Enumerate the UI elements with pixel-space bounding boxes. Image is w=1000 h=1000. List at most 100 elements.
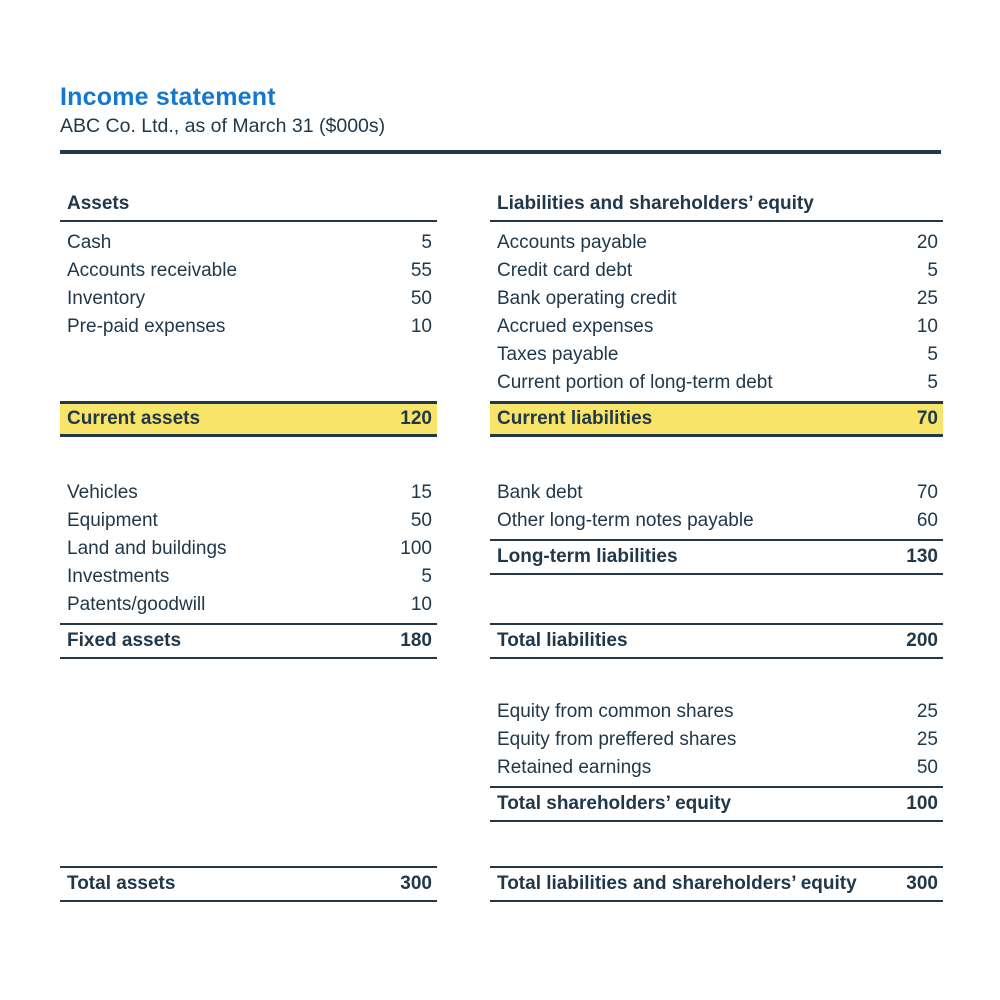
row-label: Vehicles: [67, 482, 138, 503]
row-value: 10: [916, 316, 938, 337]
row-equity-preferred-shares: Equity from preffered shares 25: [490, 726, 943, 754]
row-inventory: Inventory 50: [60, 285, 437, 313]
row-label: Accounts receivable: [67, 260, 238, 281]
row-accounts-payable: Accounts payable 20: [490, 229, 943, 257]
row-label: Current portion of long-term debt: [497, 372, 773, 393]
row-value: 15: [410, 482, 432, 503]
row-fixed-assets-total: Fixed assets 180: [60, 623, 437, 659]
row-label: Bank operating credit: [497, 288, 677, 309]
row-value: 130: [906, 546, 938, 567]
row-label: Retained earnings: [497, 757, 652, 778]
row-value: 25: [916, 288, 938, 309]
row-value: 5: [421, 232, 432, 253]
row-investments: Investments 5: [60, 563, 437, 591]
row-label: Current assets: [67, 408, 201, 429]
spacer: [490, 659, 943, 698]
row-label: Taxes payable: [497, 344, 619, 365]
row-value: 100: [906, 793, 938, 814]
row-retained-earnings: Retained earnings 50: [490, 754, 943, 782]
row-value: 200: [906, 630, 938, 651]
row-value: 50: [410, 288, 432, 309]
row-label: Credit card debt: [497, 260, 633, 281]
row-label: Current liabilities: [497, 408, 653, 429]
row-label: Fixed assets: [67, 630, 182, 651]
row-label: Bank debt: [497, 482, 583, 503]
row-value: 300: [400, 873, 432, 894]
row-accounts-receivable: Accounts receivable 55: [60, 257, 437, 285]
row-value: 25: [916, 729, 938, 750]
row-value: 60: [916, 510, 938, 531]
liabilities-section-header: Liabilities and shareholders’ equity: [490, 188, 943, 222]
row-value: 25: [916, 701, 938, 722]
row-total-liabilities: Total liabilities 200: [490, 623, 943, 659]
row-current-liabilities-total: Current liabilities 70: [490, 401, 943, 437]
row-patents-goodwill: Patents/goodwill 10: [60, 591, 437, 619]
row-label: Investments: [67, 566, 170, 587]
row-land-and-buildings: Land and buildings 100: [60, 535, 437, 563]
row-credit-card-debt: Credit card debt 5: [490, 257, 943, 285]
row-value: 70: [916, 408, 938, 429]
row-accrued-expenses: Accrued expenses 10: [490, 313, 943, 341]
row-label: Total liabilities: [497, 630, 628, 651]
row-bank-operating-credit: Bank operating credit 25: [490, 285, 943, 313]
row-label: Equipment: [67, 510, 158, 531]
row-current-portion-long-term-debt: Current portion of long-term debt 5: [490, 369, 943, 397]
row-long-term-liabilities-total: Long-term liabilities 130: [490, 539, 943, 575]
spacer: [60, 341, 437, 401]
row-equipment: Equipment 50: [60, 507, 437, 535]
row-prepaid-expenses: Pre-paid expenses 10: [60, 313, 437, 341]
spacer: [490, 575, 943, 619]
row-value: 5: [927, 372, 938, 393]
row-value: 100: [400, 538, 432, 559]
row-value: 20: [916, 232, 938, 253]
spacer: [490, 822, 943, 862]
assets-section-header: Assets: [60, 188, 437, 222]
row-label: Patents/goodwill: [67, 594, 206, 615]
row-label: Long-term liabilities: [497, 546, 678, 567]
row-vehicles: Vehicles 15: [60, 479, 437, 507]
row-value: 5: [421, 566, 432, 587]
row-label: Cash: [67, 232, 112, 253]
row-value: 10: [410, 316, 432, 337]
row-label: Equity from preffered shares: [497, 729, 737, 750]
row-value: 50: [410, 510, 432, 531]
row-value: 180: [400, 630, 432, 651]
row-label: Inventory: [67, 288, 146, 309]
assets-column: Assets Cash 5 Accounts receivable 55 Inv…: [60, 188, 437, 902]
row-value: 70: [916, 482, 938, 503]
page-subtitle: ABC Co. Ltd., as of March 31 ($000s): [60, 115, 386, 137]
row-label: Other long-term notes payable: [497, 510, 754, 531]
spacer: [60, 222, 437, 229]
row-label: Accounts payable: [497, 232, 647, 253]
row-label: Total shareholders’ equity: [497, 793, 732, 814]
page-title: Income statement: [60, 83, 276, 111]
row-cash: Cash 5: [60, 229, 437, 257]
row-other-long-term-notes-payable: Other long-term notes payable 60: [490, 507, 943, 535]
row-label: Land and buildings: [67, 538, 227, 559]
row-label: Total assets: [67, 873, 176, 894]
row-value: 120: [400, 408, 432, 429]
row-label: Pre-paid expenses: [67, 316, 226, 337]
row-equity-common-shares: Equity from common shares 25: [490, 698, 943, 726]
spacer: [490, 222, 943, 229]
spacer: [60, 659, 437, 862]
row-total-assets: Total assets 300: [60, 866, 437, 902]
row-value: 300: [906, 873, 938, 894]
row-label: Equity from common shares: [497, 701, 734, 722]
row-value: 50: [916, 757, 938, 778]
row-value: 10: [410, 594, 432, 615]
row-value: 55: [410, 260, 432, 281]
row-label: Accrued expenses: [497, 316, 654, 337]
header-rule: [60, 150, 941, 154]
row-bank-debt: Bank debt 70: [490, 479, 943, 507]
liabilities-column: Liabilities and shareholders’ equity Acc…: [490, 188, 943, 902]
row-label: Total liabilities and shareholders’ equi…: [497, 873, 857, 894]
row-value: 5: [927, 260, 938, 281]
row-total-liabilities-and-equity: Total liabilities and shareholders’ equi…: [490, 866, 943, 902]
spacer: [490, 437, 943, 479]
spacer: [60, 437, 437, 479]
row-taxes-payable: Taxes payable 5: [490, 341, 943, 369]
row-current-assets-total: Current assets 120: [60, 401, 437, 437]
row-total-shareholders-equity: Total shareholders’ equity 100: [490, 786, 943, 822]
